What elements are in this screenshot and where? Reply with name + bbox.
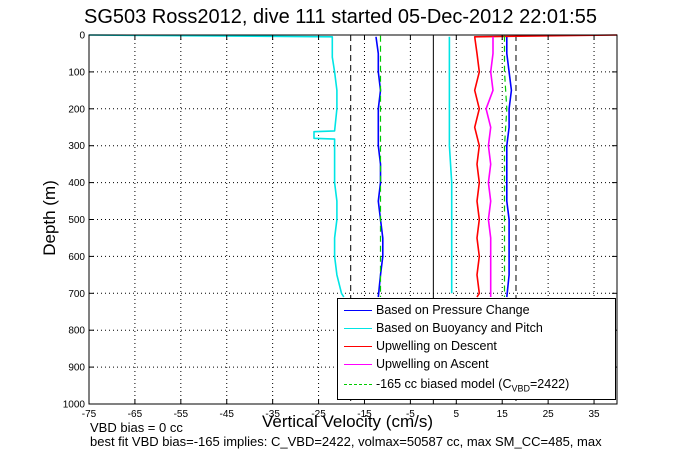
legend-item-pressure-change: Based on Pressure Change (338, 301, 615, 319)
chart-title: SG503 Ross2012, dive 111 started 05-Dec-… (84, 6, 597, 28)
y-tick-label: 500 (68, 215, 85, 226)
series-line-1 (88, 34, 345, 298)
legend-label: Based on Pressure Change (376, 303, 530, 317)
legend-label: -165 cc biased model (CVBD=2422) (376, 375, 569, 398)
y-tick-label: 600 (68, 252, 85, 263)
series-line-0 (505, 36, 513, 298)
vbd-bias-note: VBD bias = 0 cc (90, 420, 183, 435)
series-line-4 (503, 35, 508, 297)
series-line-0 (375, 36, 384, 298)
x-tick-label: 25 (543, 409, 555, 420)
legend-label: Based on Buoyancy and Pitch (376, 321, 543, 335)
legend-label-subscript: VBD (511, 383, 530, 394)
legend-label: Upwelling on Ascent (376, 357, 489, 371)
x-tick-label: -15 (357, 409, 372, 420)
chart-legend: Based on Pressure Change Based on Buoyan… (337, 298, 616, 400)
y-tick-label: 200 (68, 104, 85, 115)
legend-swatch (344, 364, 372, 365)
x-tick-label: -5 (406, 409, 415, 420)
legend-swatch (344, 346, 372, 347)
x-tick-label: -35 (265, 409, 280, 420)
x-axis-label: Vertical Velocity (cm/s) (262, 412, 433, 431)
legend-label-suffix: =2422) (530, 377, 570, 391)
series-line-2 (473, 34, 618, 298)
y-tick-label: 300 (68, 141, 85, 152)
x-tick-label: 15 (497, 409, 509, 420)
legend-label: Upwelling on Descent (376, 339, 497, 353)
x-tick-label: -65 (128, 409, 143, 420)
x-tick-label: 5 (454, 409, 460, 420)
x-tick-label: -25 (311, 409, 326, 420)
series-line-1 (448, 36, 453, 294)
y-tick-label: 400 (68, 178, 85, 189)
y-axis-label: Depth (m) (40, 180, 59, 256)
legend-item-buoyancy-pitch: Based on Buoyancy and Pitch (338, 319, 615, 337)
y-tick-label: 0 (79, 31, 85, 42)
x-tick-label: -75 (82, 409, 97, 420)
legend-item-upwelling-descent: Upwelling on Descent (338, 337, 615, 355)
x-tick-label: -55 (174, 409, 189, 420)
legend-swatch (344, 310, 372, 311)
x-tick-label: 35 (588, 409, 600, 420)
series-line-3 (485, 36, 494, 297)
y-axis: 0 100 200 300 400 500 600 700 800 900 1000 (63, 31, 617, 411)
legend-swatch (344, 384, 372, 385)
legend-label-main: -165 cc biased model (C (376, 377, 512, 391)
data-series (88, 34, 618, 298)
legend-item-upwelling-ascent: Upwelling on Ascent (338, 355, 615, 373)
best-fit-note: best fit VBD bias=-165 implies: C_VBD=24… (90, 434, 602, 449)
y-tick-label: 100 (68, 67, 85, 78)
y-tick-label: 1000 (63, 400, 86, 411)
legend-item-biased-model: -165 cc biased model (CVBD=2422) (338, 375, 615, 394)
y-tick-label: 700 (68, 289, 85, 300)
legend-swatch (344, 328, 372, 329)
x-tick-label: -45 (220, 409, 235, 420)
y-tick-label: 800 (68, 326, 85, 337)
y-tick-label: 900 (68, 363, 85, 374)
x-axis: -75 -65 -55 -45 -35 -25 -15 -5 5 15 25 35 (82, 35, 600, 420)
